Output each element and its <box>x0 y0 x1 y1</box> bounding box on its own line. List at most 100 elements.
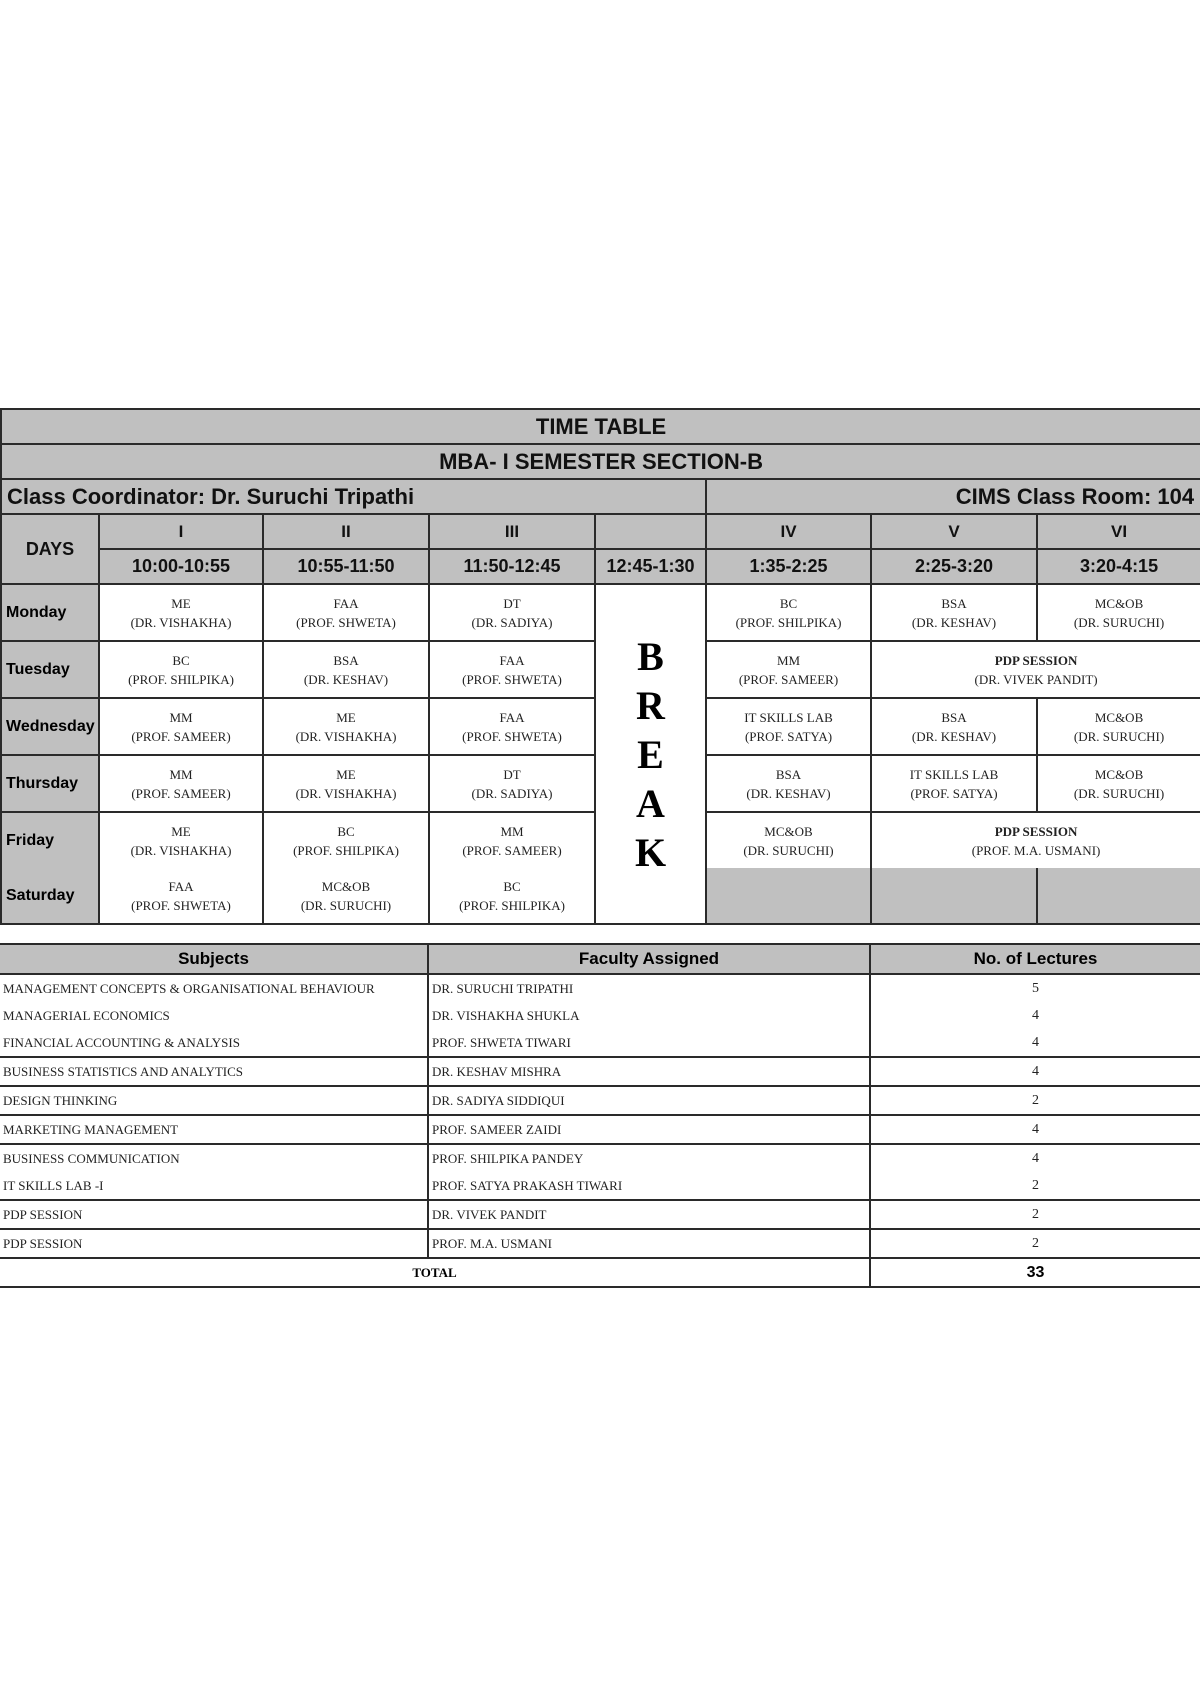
day-row: Thursday MM (PROF. SAMEER) ME (DR. VISHAKHA)… <box>0 754 1200 813</box>
subject-code: BSA <box>775 766 802 782</box>
class-cell: FAA (PROF. SHWETA) <box>263 583 430 642</box>
faculty-name: DR. VISHAKHA SHUKLA <box>427 1002 870 1029</box>
summary-row: BUSINESS COMMUNICATION PROF. SHILPIKA PAN… <box>0 1143 1200 1172</box>
class-cell: MM (PROF. SAMEER) <box>98 697 264 756</box>
lectures-header: No. of Lectures <box>869 943 1200 975</box>
class-cell: FAA (PROF. SHWETA) <box>428 697 596 756</box>
class-cell: MM (PROF. SAMEER) <box>98 754 264 813</box>
faculty-name: (DR. SADIYA) <box>471 785 553 801</box>
page-title: TIME TABLE <box>0 408 1200 445</box>
faculty-name: (PROF. SAMEER) <box>462 842 562 858</box>
classroom: CIMS Class Room: 104 <box>704 478 1200 515</box>
faculty-name: (PROF. SHILPIKA) <box>735 614 842 630</box>
class-cell: MM (PROF. SAMEER) <box>705 640 872 699</box>
summary-row: PDP SESSION PROF. M.A. USMANI 2 <box>0 1228 1200 1259</box>
subject-name: MANAGERIAL ECONOMICS <box>3 1007 170 1023</box>
period-header: I <box>98 513 264 550</box>
day-row: Wednesday MM (PROF. SAMEER) ME (DR. VISHAKHA… <box>0 697 1200 756</box>
subject-code: MM <box>776 652 801 668</box>
period-header: V <box>870 513 1038 550</box>
subject-code: MC&OB <box>764 823 813 839</box>
time-header: 10:55-11:50 <box>263 548 430 585</box>
subject-code: PDP SESSION <box>994 652 1078 668</box>
break-letter: B <box>637 633 664 679</box>
faculty-name: DR. SURUCHI TRIPATHI <box>427 973 870 1002</box>
class-cell: BSA (DR. KESHAV) <box>263 640 430 699</box>
faculty-name: (DR. SURUCHI) <box>743 842 834 858</box>
empty-cell <box>705 868 872 925</box>
faculty-name: PROF. M.A. USMANI <box>427 1228 870 1259</box>
break-letter: A <box>636 780 665 826</box>
faculty-name: (DR. VISHAKHA) <box>130 614 232 630</box>
lecture-count: 4 <box>869 1143 1200 1172</box>
subject-code: BC <box>337 823 355 839</box>
faculty-name: (DR. VISHAKHA) <box>295 785 397 801</box>
faculty-name: (PROF. SHWETA) <box>462 728 562 744</box>
subject-name: MARKETING MANAGEMENT <box>0 1114 428 1145</box>
subject-code: MC&OB <box>1094 595 1144 611</box>
day-label: Tuesday <box>0 640 100 699</box>
faculty-name: (DR. SADIYA) <box>471 614 553 630</box>
day-label: Saturday <box>0 868 100 925</box>
time-header: 3:20-4:15 <box>1035 548 1200 585</box>
lecture-count: 4 <box>869 1029 1200 1058</box>
summary-row: MANAGERIAL ECONOMICS DR. VISHAKHA SHUKLA 4 <box>0 1002 1200 1029</box>
faculty-name: (DR. KESHAV) <box>303 671 389 687</box>
lecture-count: 2 <box>869 1085 1200 1116</box>
subject-code: BC <box>172 652 190 668</box>
subject-code: BSA <box>333 652 359 668</box>
faculty-name: (DR. VISHAKHA) <box>295 728 397 744</box>
time-header: 10:00-10:55 <box>98 548 264 585</box>
faculty-name: (DR. SURUCHI) <box>1073 728 1165 744</box>
day-label: Thursday <box>0 754 100 813</box>
class-cell: MC&OB (DR. SURUCHI) <box>1035 754 1200 813</box>
class-cell: BC (PROF. SHILPIKA) <box>428 868 596 925</box>
class-cell: MC&OB (DR. SURUCHI) <box>705 811 872 868</box>
lecture-count: 4 <box>869 1002 1200 1029</box>
day-row: Saturday FAA (PROF. SHWETA) MC&OB (DR. SURUC… <box>0 868 1200 925</box>
subject-code: MM <box>169 766 193 782</box>
faculty-header: Faculty Assigned <box>427 943 870 975</box>
faculty-name: (PROF. SATYA) <box>744 728 833 744</box>
total-label: TOTAL <box>0 1257 870 1288</box>
subject-code: DT <box>503 766 521 782</box>
time-header: 11:50-12:45 <box>428 548 596 585</box>
faculty-name: (PROF. SATYA) <box>910 785 998 801</box>
subject-name: BUSINESS COMMUNICATION <box>0 1143 428 1172</box>
faculty-name: DR. SADIYA SIDDIQUI <box>427 1085 870 1116</box>
section-subtitle: MBA- I SEMESTER SECTION-B <box>0 443 1200 480</box>
empty-cell <box>1035 868 1200 925</box>
class-cell: FAA (PROF. SHWETA) <box>428 640 596 699</box>
period-header-break <box>594 513 707 550</box>
lecture-count: 2 <box>869 1228 1200 1259</box>
subject-name: FINANCIAL ACCOUNTING & ANALYSIS <box>0 1029 428 1058</box>
faculty-name: (DR. SURUCHI) <box>300 897 392 913</box>
faculty-name: (DR. SURUCHI) <box>1073 785 1165 801</box>
lecture-count: 5 <box>869 973 1200 1002</box>
subject-code: DT <box>503 595 521 611</box>
faculty-name: PROF. SHILPIKA PANDEY <box>427 1143 870 1172</box>
lecture-count: 2 <box>869 1172 1200 1201</box>
subject-code: ME <box>171 595 191 611</box>
class-cell: FAA (PROF. SHWETA) <box>98 868 264 925</box>
faculty-name: (PROF. SAMEER) <box>131 785 231 801</box>
subject-code: FAA <box>499 652 525 668</box>
break-letter: E <box>637 731 664 777</box>
subject-name: IT SKILLS LAB -I <box>0 1172 428 1201</box>
class-cell: BSA (DR. KESHAV) <box>705 754 872 813</box>
subject-code: MC&OB <box>321 878 371 894</box>
subject-name: PDP SESSION <box>0 1228 428 1259</box>
class-cell: ME (DR. VISHAKHA) <box>263 697 430 756</box>
subject-name: MANAGEMENT CONCEPTS & ORGANISATIONAL BEH… <box>0 973 428 1002</box>
faculty-name: (PROF. SHILPIKA) <box>459 897 565 913</box>
class-cell: IT SKILLS LAB (PROF. SATYA) <box>870 754 1038 813</box>
subject-name: DESIGN THINKING <box>0 1085 428 1116</box>
lecture-count: 2 <box>869 1199 1200 1230</box>
total-value: 33 <box>869 1257 1200 1288</box>
faculty-name: DR. VIVEK PANDIT <box>427 1199 870 1230</box>
time-header-break: 12:45-1:30 <box>594 548 707 585</box>
subject-code: BC <box>779 595 798 611</box>
subject-code: IT SKILLS LAB <box>909 766 999 782</box>
faculty-name: PROF. SAMEER ZAIDI <box>427 1114 870 1145</box>
